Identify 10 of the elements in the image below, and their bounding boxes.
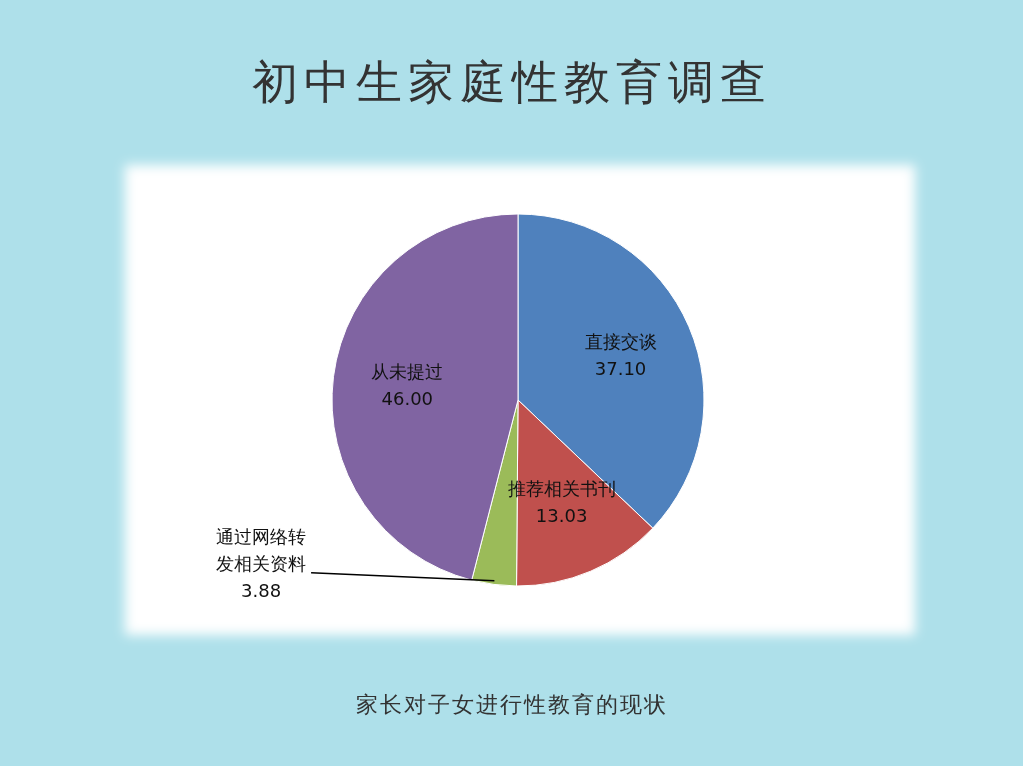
slice-label: 推荐相关书刊 [507, 478, 616, 500]
slice-label: 通过网络转发相关资料 [216, 525, 307, 574]
slice-label: 直接交谈 [584, 331, 657, 353]
data-label: 46.00 [381, 388, 434, 410]
data-label: 37.10 [594, 358, 647, 380]
text: 家长对子女进行性教育的现状 [356, 692, 668, 717]
data-label: 3.88 [241, 579, 282, 601]
chart-title: 初中生家庭性教育调查 [252, 55, 772, 109]
data-label: 13.03 [535, 505, 588, 527]
slice-label: 从未提过 [371, 361, 444, 383]
